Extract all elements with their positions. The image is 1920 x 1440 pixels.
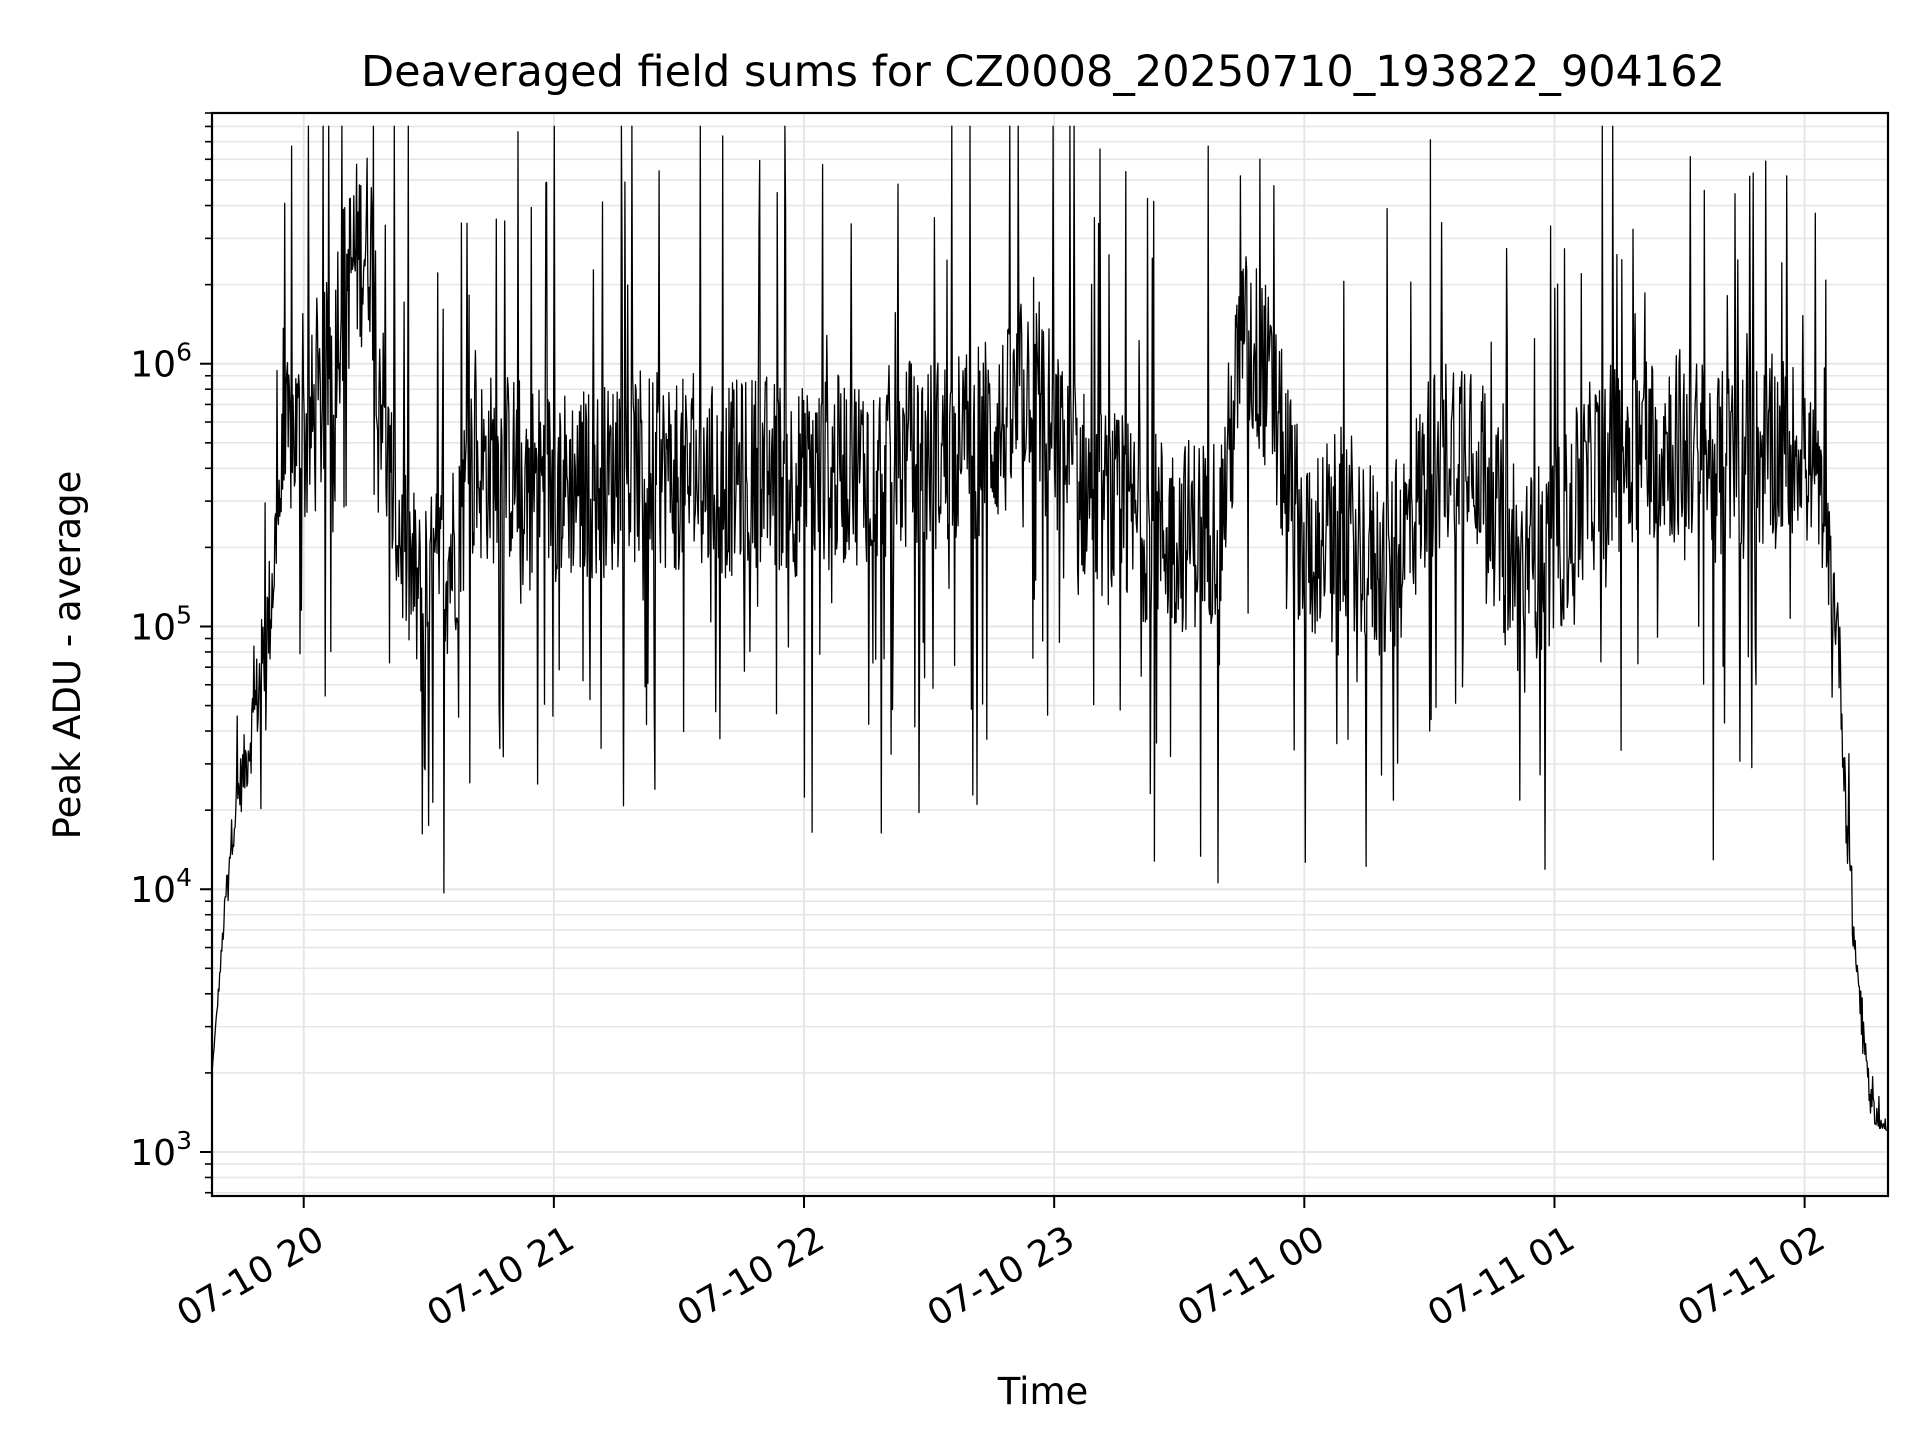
y-tick-label: 104 — [130, 863, 192, 911]
y-tick-label: 103 — [130, 1126, 192, 1174]
y-tick-label: 105 — [130, 600, 192, 648]
series-line — [211, 125, 1889, 1132]
y-axis-label: Peak ADU - average — [46, 471, 89, 840]
y-tick-label: 106 — [130, 338, 192, 386]
data-line-layer — [211, 125, 1889, 1132]
plot-frame — [210, 111, 1890, 1198]
x-axis-label: Time — [997, 1370, 1089, 1413]
chart-title: Deaveraged field sums for CZ0008_2025071… — [361, 47, 1725, 97]
